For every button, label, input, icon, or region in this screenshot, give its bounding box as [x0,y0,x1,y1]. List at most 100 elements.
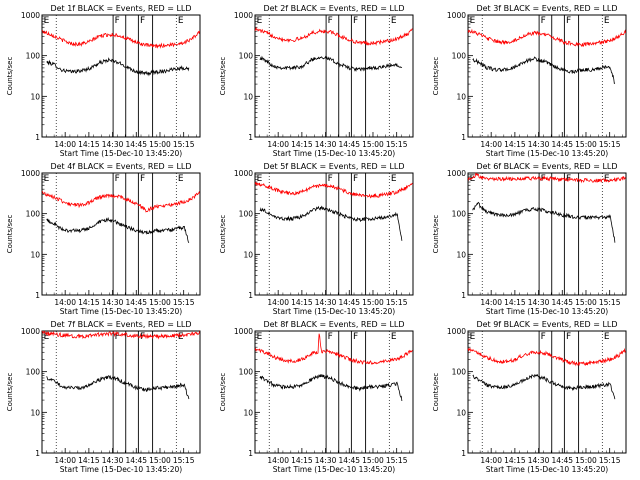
y-tick-label: 10 [243,92,253,101]
y-tick-label: 1000 [447,327,466,336]
series-events [46,374,190,400]
x-tick-label: 15:00 [575,140,597,149]
attenuator-marker-label: E [257,16,263,26]
y-tick-label: 1 [35,449,40,458]
plot-frame [254,330,414,454]
plot-frame [254,14,414,138]
panel-title: Det 2f BLACK = Events, RED = LLD [263,4,404,13]
x-axis-label: Start Time (15-Dec-10 13:45:20) [60,465,182,474]
y-tick-label: 1000 [234,169,253,178]
series-lld [41,30,200,49]
y-tick-label: 1000 [447,169,466,178]
x-axis-label: Start Time (15-Dec-10 13:45:20) [486,307,608,316]
x-tick-label: 15:00 [149,298,171,307]
attenuator-marker-label: E [604,174,610,184]
y-tick-label: 100 [239,52,254,61]
panel-det-6: Det 6f BLACK = Events, RED = LLD 1 10 100 10… [432,162,627,316]
series-lld [254,26,413,46]
y-tick-label: 100 [452,210,467,219]
attenuator-marker-label: F [115,16,120,26]
x-tick-label: 14:45 [338,140,360,149]
x-tick-label: 14:45 [551,298,573,307]
y-tick-label: 100 [239,210,254,219]
panel-det-5: Det 5f BLACK = Events, RED = LLD 1 10 100 10… [219,162,414,316]
y-tick-label: 1000 [21,327,40,336]
x-tick-label: 14:00 [54,140,76,149]
x-tick-label: 15:00 [362,456,384,465]
x-tick-label: 15:15 [173,140,195,149]
panel-det-9: Det 9f BLACK = Events, RED = LLD 1 10 100 10… [432,320,627,474]
series-events [259,374,403,402]
series-events [259,205,403,241]
plot-frame [41,14,201,138]
x-axis-label: Start Time (15-Dec-10 13:45:20) [273,149,395,158]
x-tick-label: 14:45 [338,298,360,307]
y-tick-label: 1 [461,133,466,142]
series-lld [254,181,413,199]
x-tick-label: 15:00 [149,456,171,465]
y-tick-label: 1000 [21,169,40,178]
x-tick-label: 14:30 [528,456,550,465]
series-lld [254,333,413,365]
attenuator-marker-label: F [328,332,333,342]
x-axis-label: Start Time (15-Dec-10 13:45:20) [486,465,608,474]
x-tick-label: 14:30 [102,456,124,465]
plot-frame [467,330,627,454]
y-tick-label: 10 [30,92,40,101]
y-tick-label: 100 [452,52,467,61]
x-tick-label: 15:15 [599,140,621,149]
y-tick-label: 1000 [234,327,253,336]
y-axis-label: Counts/sec [6,373,14,412]
x-tick-label: 14:30 [528,140,550,149]
y-tick-label: 100 [452,368,467,377]
x-axis-label: Start Time (15-Dec-10 13:45:20) [273,307,395,316]
panel-title: Det 3f BLACK = Events, RED = LLD [476,4,617,13]
x-tick-label: 15:15 [386,140,408,149]
attenuator-marker-label: E [470,16,476,26]
x-tick-label: 14:15 [504,456,526,465]
attenuator-marker-label: F [140,174,145,184]
attenuator-marker-label: F [566,332,571,342]
y-tick-label: 1000 [447,11,466,20]
y-tick-label: 10 [243,250,253,259]
attenuator-marker-label: E [178,174,184,184]
y-tick-label: 1000 [234,11,253,20]
panel-title: Det 1f BLACK = Events, RED = LLD [50,4,191,13]
x-tick-label: 15:00 [575,298,597,307]
y-axis-label: Counts/sec [219,215,227,254]
panel-det-3: Det 3f BLACK = Events, RED = LLD 1 10 100 10… [432,4,627,158]
x-tick-label: 15:15 [386,456,408,465]
y-tick-label: 1 [248,291,253,300]
x-tick-label: 14:45 [125,140,147,149]
panel-det-8: Det 8f BLACK = Events, RED = LLD 1 10 100 10… [219,320,414,474]
x-tick-label: 14:00 [480,298,502,307]
y-axis-label: Counts/sec [432,373,440,412]
panel-title: Det 6f BLACK = Events, RED = LLD [476,162,617,171]
attenuator-marker-label: F [140,16,145,26]
series-lld [41,330,200,340]
y-tick-label: 100 [239,368,254,377]
attenuator-marker-label: F [541,332,546,342]
attenuator-marker-label: E [44,16,50,26]
panel-det-1: Det 1f BLACK = Events, RED = LLD 1 10 100 10… [6,4,201,158]
x-tick-label: 15:00 [575,456,597,465]
y-tick-label: 10 [30,250,40,259]
attenuator-marker-label: F [328,16,333,26]
attenuator-marker-label: F [328,174,333,184]
attenuator-marker-label: E [470,332,476,342]
series-events [472,201,616,243]
panel-title: Det 7f BLACK = Events, RED = LLD [50,320,191,329]
x-tick-label: 15:00 [362,298,384,307]
attenuator-marker-label: E [44,174,50,184]
attenuator-marker-label: F [541,16,546,26]
plot-frame [254,172,414,296]
plot-frame [41,172,201,296]
y-tick-label: 10 [456,408,466,417]
x-tick-label: 14:45 [125,456,147,465]
y-tick-label: 1 [248,133,253,142]
x-tick-label: 14:00 [267,298,289,307]
x-tick-label: 14:15 [291,298,313,307]
series-events [472,373,616,400]
x-tick-label: 14:45 [551,456,573,465]
